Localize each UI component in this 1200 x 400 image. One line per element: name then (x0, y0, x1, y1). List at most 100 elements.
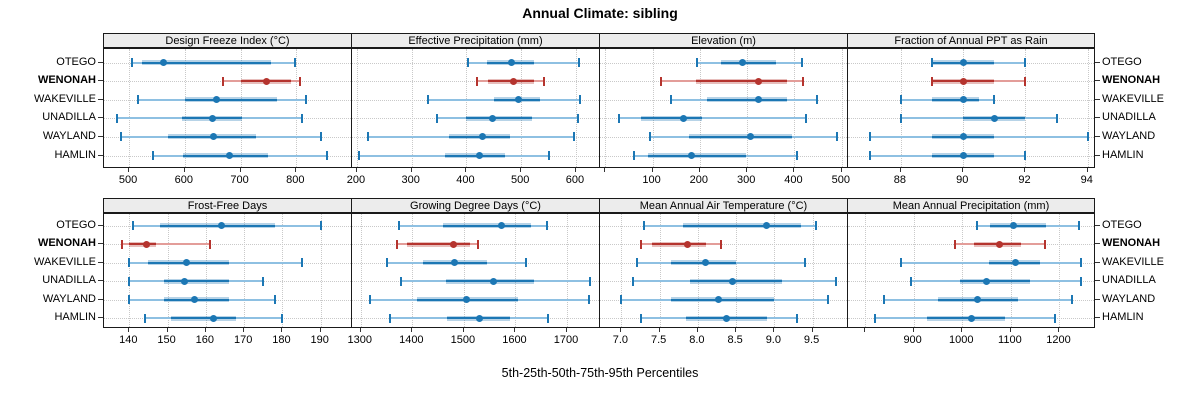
x-axis-tick-label: 190 (310, 334, 329, 346)
x-axis-tick (574, 168, 576, 172)
x-axis-tick (359, 328, 361, 332)
whisker-cap-5th (873, 313, 876, 323)
y-axis-tick (1095, 98, 1100, 100)
x-axis-tick (514, 328, 516, 332)
whisker-cap-5th (883, 295, 886, 304)
whisker-cap-5th (143, 313, 146, 323)
y-axis-tick (98, 117, 103, 119)
row-label-left-wenonah: WENONAH (37, 237, 96, 249)
x-axis-tick-label: 200 (346, 174, 366, 186)
median-dot (514, 96, 522, 104)
whisker-cap-95th (262, 276, 265, 286)
median-dot (990, 114, 998, 122)
x-axis-tick-label: 150 (157, 334, 176, 346)
gridline (794, 49, 796, 167)
whisker-cap-5th (975, 221, 978, 230)
median-dot (959, 133, 967, 141)
whisker-cap-5th (115, 113, 118, 123)
whisker-cap-95th (542, 76, 545, 86)
x-axis-tick-label: 7.5 (650, 334, 667, 346)
percentile-core-25-75 (652, 243, 706, 245)
gridline (812, 214, 814, 327)
x-axis-tick-label: 600 (174, 174, 194, 186)
x-axis-tick (698, 168, 700, 172)
median-dot (210, 133, 218, 141)
gridline (466, 49, 468, 167)
x-axis-tick (295, 168, 297, 172)
whisker-cap-95th (546, 313, 549, 323)
gridline (963, 49, 965, 167)
row-label-left-wakeville: WAKEVILLE (34, 92, 96, 105)
whisker-cap-95th (795, 151, 798, 160)
percentile-core-25-75 (690, 280, 782, 282)
panel-plot-design-freeze-index-c (103, 48, 352, 168)
x-axis-tick (183, 168, 185, 172)
y-axis-tick (1095, 117, 1100, 119)
y-axis-tick (98, 261, 103, 263)
x-axis-tick (243, 328, 245, 332)
gridline (1025, 49, 1027, 167)
x-axis-tick (864, 328, 866, 332)
median-dot (715, 296, 723, 303)
whisker-cap-5th (399, 276, 402, 286)
median-dot (451, 259, 459, 266)
y-axis-tick (98, 154, 103, 156)
median-dot (983, 277, 991, 285)
whisker-line-5-95 (619, 117, 807, 120)
x-axis-tick-label: 7.0 (612, 334, 629, 346)
row-label-left-wakeville: WAKEVILLE (34, 255, 96, 268)
median-dot (450, 240, 458, 248)
median-dot (217, 222, 225, 229)
median-dot (959, 96, 967, 104)
whisker-cap-95th (281, 313, 284, 323)
x-axis-tick (620, 328, 622, 332)
percentile-core-25-75 (696, 80, 787, 83)
whisker-cap-5th (639, 313, 642, 323)
x-axis-tick (840, 168, 842, 172)
x-axis-tick-label: 180 (272, 334, 291, 346)
x-axis-tick-label: 300 (736, 174, 756, 186)
whisker-cap-5th (151, 151, 154, 160)
percentile-core-25-75 (183, 154, 269, 157)
gridline (521, 49, 523, 167)
gridline (774, 214, 776, 327)
whisker-cap-5th (436, 113, 439, 123)
gridline (356, 49, 358, 167)
whisker-cap-5th (398, 221, 401, 230)
row-label-right-wakeville: WAKEVILLE (1102, 92, 1164, 105)
x-axis-tick (961, 328, 963, 332)
row-label-left-hamlin: HAMLIN (54, 311, 96, 323)
x-axis-tick (962, 168, 964, 172)
whisker-cap-5th (130, 58, 133, 67)
whisker-cap-5th (910, 276, 913, 286)
y-axis-tick (1095, 317, 1100, 318)
whisker-cap-95th (1070, 295, 1073, 304)
x-axis-tick (1024, 168, 1026, 172)
median-dot (479, 133, 487, 141)
gridline (296, 49, 298, 167)
whisker-cap-5th (696, 58, 699, 67)
x-axis-tick (1058, 328, 1060, 332)
gridline (515, 214, 517, 327)
whisker-cap-95th (577, 113, 580, 123)
whisker-cap-95th (805, 113, 808, 123)
y-axis-tick (1095, 243, 1100, 244)
median-dot (209, 114, 217, 122)
gridline (320, 214, 322, 327)
whisker-cap-5th (648, 132, 651, 142)
whisker-cap-95th (815, 221, 818, 230)
row-reference-line (104, 244, 351, 245)
gridline (360, 214, 362, 327)
y-axis-tick (98, 280, 103, 281)
percentile-core-25-75 (706, 98, 788, 101)
x-axis-tick (128, 328, 130, 332)
x-axis-tick (520, 168, 522, 172)
x-axis-tick (604, 168, 606, 172)
gridline (1010, 214, 1012, 327)
whisker-cap-5th (868, 132, 871, 142)
whisker-cap-95th (477, 239, 480, 249)
whisker-cap-95th (1053, 313, 1056, 323)
y-axis-tick (98, 243, 103, 244)
whisker-cap-95th (993, 95, 996, 105)
x-axis-tick-label: 500 (831, 174, 850, 186)
